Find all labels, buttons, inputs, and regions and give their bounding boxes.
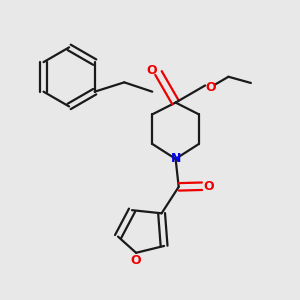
- Text: O: O: [146, 64, 157, 77]
- Text: O: O: [204, 180, 214, 193]
- Text: O: O: [206, 80, 216, 94]
- Text: O: O: [131, 254, 141, 267]
- Text: N: N: [170, 152, 181, 165]
